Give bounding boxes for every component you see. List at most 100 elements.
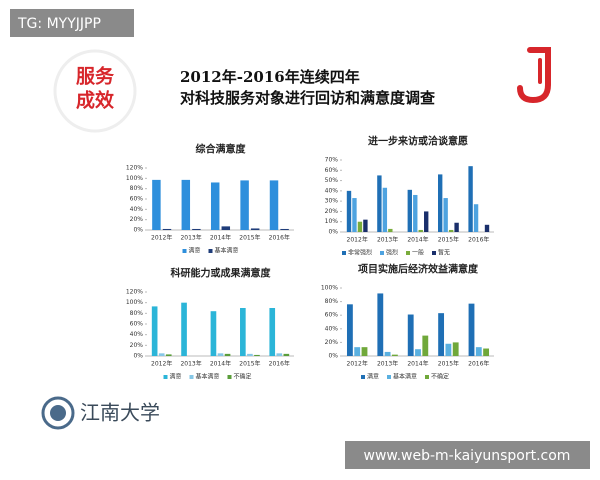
legend-label: 基本满意 [393, 373, 417, 381]
legend-swatch [342, 251, 346, 255]
legend-swatch [189, 375, 194, 379]
chart-title: 综合满意度 [196, 143, 247, 156]
bar [280, 228, 289, 230]
legend-label: 满意 [189, 247, 201, 255]
bar [407, 314, 414, 356]
legend-label: 一般 [412, 249, 424, 257]
bar [424, 211, 429, 232]
tag-box [10, 9, 134, 37]
legend-swatch [182, 249, 187, 253]
legend-swatch [208, 249, 213, 253]
x-tick-label: 2012年 [151, 360, 172, 368]
bar [210, 311, 217, 356]
bar [283, 353, 290, 356]
y-tick-label: 0% [133, 353, 143, 360]
bar [346, 190, 352, 232]
bar [240, 180, 249, 230]
bar [388, 228, 393, 232]
x-tick-label: 2016年 [468, 360, 489, 368]
legend-label: 满意 [170, 373, 182, 381]
y-tick-label: 120% [126, 165, 143, 172]
bar [418, 229, 423, 232]
university-name: 江南大学 [80, 401, 160, 425]
x-tick-label: 2013年 [180, 234, 201, 242]
url-text: www.web-m-kaiyunsport.com [364, 448, 571, 464]
bar [276, 353, 283, 356]
y-tick-label: 30% [325, 198, 339, 205]
bar [468, 303, 475, 356]
bar [181, 179, 191, 230]
legend-label: 非常强烈 [348, 249, 372, 257]
y-tick-label: 20% [325, 339, 339, 346]
y-tick-label: 60% [325, 167, 339, 174]
y-tick-label: 60% [130, 196, 144, 203]
y-tick-label: 80% [130, 310, 144, 317]
bar [422, 335, 429, 356]
y-tick-label: 20% [130, 342, 144, 349]
x-tick-label: 2014年 [210, 234, 231, 242]
x-tick-label: 2014年 [407, 236, 428, 244]
y-tick-label: 60% [325, 312, 339, 319]
x-tick-label: 2012年 [347, 360, 368, 368]
y-tick-label: 100% [126, 175, 143, 182]
bar [475, 347, 482, 356]
x-tick-label: 2012年 [347, 236, 368, 244]
tag-text: TG: MYYJJPP [17, 16, 101, 32]
legend-swatch [361, 375, 365, 379]
bar [210, 182, 220, 230]
y-tick-label: 20% [325, 208, 339, 215]
chart-title: 项目实施后经济效益满意度 [358, 263, 479, 276]
bar [363, 219, 368, 232]
bar [254, 354, 260, 356]
legend-label: 不确定 [234, 373, 252, 381]
bar [382, 187, 388, 232]
legend-label: 基本满意 [215, 247, 239, 255]
chart-title: 科研能力或成果满意度 [171, 267, 272, 280]
badge-text: 成效 [76, 89, 114, 112]
bar [407, 189, 412, 232]
badge-text: 服务 [76, 65, 115, 88]
bar [192, 228, 201, 230]
bar [484, 224, 490, 232]
bar [217, 353, 224, 356]
legend-swatch [227, 375, 232, 379]
y-tick-label: 40% [325, 325, 339, 332]
bar [158, 353, 165, 356]
bar [152, 179, 161, 230]
legend-swatch [163, 375, 168, 379]
x-tick-label: 2015年 [438, 360, 459, 368]
logo-stroke [517, 47, 551, 104]
bar [361, 347, 368, 356]
y-tick-label: 60% [130, 321, 144, 328]
bar [269, 308, 276, 356]
bar [247, 353, 253, 356]
bar [377, 293, 384, 356]
bar [269, 180, 279, 230]
y-tick-label: 120% [126, 289, 143, 296]
slide-title: 2012年-2016年连续四年 [180, 68, 360, 86]
y-tick-label: 80% [325, 298, 339, 305]
y-tick-label: 40% [325, 187, 339, 194]
bar [452, 342, 459, 356]
badge-circle [53, 49, 137, 133]
bar [413, 194, 418, 232]
bar [181, 302, 187, 356]
x-tick-label: 2015年 [239, 234, 260, 242]
logo-ring [41, 396, 75, 430]
url-box [345, 441, 590, 469]
bar [454, 222, 459, 232]
x-tick-label: 2016年 [269, 234, 290, 242]
logo-j [517, 47, 551, 104]
bar [352, 198, 357, 232]
legend-swatch [387, 375, 391, 379]
legend-label: 不确定 [431, 373, 449, 381]
x-tick-label: 2015年 [438, 236, 459, 244]
bar [443, 198, 448, 232]
bar [384, 351, 391, 356]
x-tick-label: 2014年 [210, 360, 231, 368]
y-tick-label: 40% [130, 331, 144, 338]
y-tick-label: 100% [321, 285, 338, 292]
bar [224, 353, 231, 356]
logo-core [50, 405, 66, 421]
x-tick-label: 2013年 [180, 360, 201, 368]
